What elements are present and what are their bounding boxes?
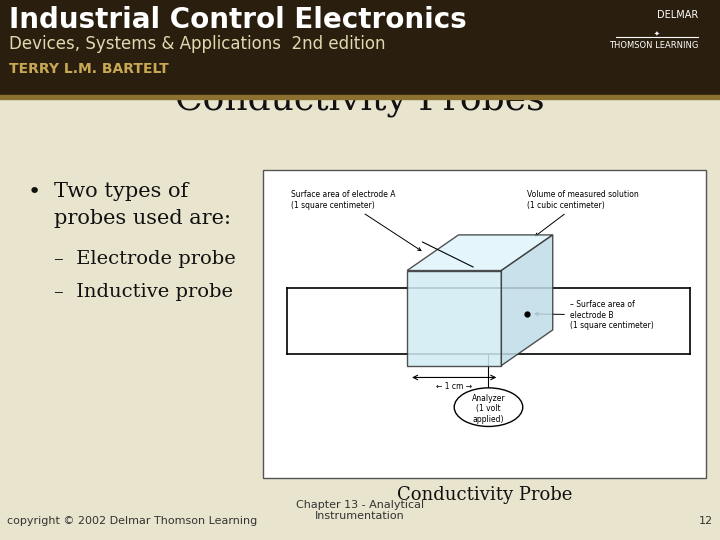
Text: –  Electrode probe: – Electrode probe xyxy=(54,250,235,268)
Text: –  Inductive probe: – Inductive probe xyxy=(54,282,233,301)
Bar xyxy=(0,43,720,47)
Bar xyxy=(0,10,720,14)
Text: 12: 12 xyxy=(698,516,713,526)
Bar xyxy=(0,85,720,90)
Text: Industrial Control Electronics: Industrial Control Electronics xyxy=(9,6,467,35)
Polygon shape xyxy=(407,235,553,271)
Text: Volume of measured solution
(1 cubic centimeter): Volume of measured solution (1 cubic cen… xyxy=(527,191,639,236)
Bar xyxy=(0,5,720,10)
Bar xyxy=(0,94,720,99)
Bar xyxy=(0,28,720,33)
Bar xyxy=(0,62,720,66)
Bar xyxy=(0,47,720,52)
Text: Conductivity Probe: Conductivity Probe xyxy=(397,486,572,504)
Text: Surface area of electrode A
(1 square centimeter): Surface area of electrode A (1 square ce… xyxy=(292,191,421,251)
Text: ✦: ✦ xyxy=(654,31,660,37)
Text: (1 volt: (1 volt xyxy=(476,404,501,413)
Text: probes used are:: probes used are: xyxy=(54,209,231,228)
Text: TERRY L.M. BARTELT: TERRY L.M. BARTELT xyxy=(9,62,168,76)
Bar xyxy=(0,24,720,29)
Polygon shape xyxy=(501,235,553,366)
Text: DELMAR: DELMAR xyxy=(657,10,698,20)
Bar xyxy=(0,76,720,80)
Bar xyxy=(0,38,720,43)
Text: •: • xyxy=(27,181,40,202)
Bar xyxy=(0,71,720,76)
Bar xyxy=(263,170,706,478)
Bar xyxy=(0,90,720,94)
Text: ← 1 cm →: ← 1 cm → xyxy=(436,382,472,391)
Text: – Surface area of
electrode B
(1 square centimeter): – Surface area of electrode B (1 square … xyxy=(535,300,654,330)
Bar xyxy=(0,14,720,19)
Text: copyright © 2002 Delmar Thomson Learning: copyright © 2002 Delmar Thomson Learning xyxy=(7,516,258,526)
Ellipse shape xyxy=(454,388,523,427)
Text: Two types of: Two types of xyxy=(54,182,188,201)
Bar xyxy=(0,0,720,5)
Bar xyxy=(0,80,720,85)
Bar xyxy=(0,0,720,94)
Bar xyxy=(0,0,720,94)
Bar xyxy=(0,52,720,57)
Bar xyxy=(0,57,720,62)
Bar xyxy=(0,66,720,71)
Text: THOMSON LEARNING: THOMSON LEARNING xyxy=(609,40,698,50)
Bar xyxy=(407,271,501,366)
Bar xyxy=(0,19,720,24)
Text: Analyzer: Analyzer xyxy=(472,394,505,403)
Text: Chapter 13 - Analytical
Instrumentation: Chapter 13 - Analytical Instrumentation xyxy=(296,500,424,521)
Text: applied): applied) xyxy=(473,415,504,423)
Bar xyxy=(0,33,720,38)
Text: Devices, Systems & Applications  2nd edition: Devices, Systems & Applications 2nd edit… xyxy=(9,35,385,53)
Text: Conductivity Probes: Conductivity Probes xyxy=(175,83,545,117)
